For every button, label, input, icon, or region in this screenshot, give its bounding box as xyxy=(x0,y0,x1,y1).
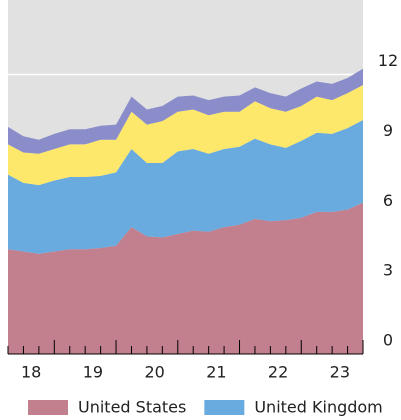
areas xyxy=(8,68,363,354)
legend-swatch xyxy=(28,400,68,415)
area xyxy=(8,119,363,254)
y-tick-label: 3 xyxy=(383,261,393,280)
legend-swatch xyxy=(204,400,245,415)
y-tick-label: 6 xyxy=(383,191,393,210)
legend-label: United States xyxy=(78,398,186,417)
x-tick-label: 18 xyxy=(21,363,41,382)
x-tick-label: 19 xyxy=(83,363,103,382)
y-tick-label: 9 xyxy=(383,121,393,140)
area xyxy=(8,68,363,154)
axes: 0 3 6 9 12 18 19 20 21 22 23 United States United Ki… xyxy=(7,51,398,417)
area xyxy=(8,202,363,354)
legend-label: United Kingdom xyxy=(254,398,382,417)
x-tick-label: 21 xyxy=(206,363,226,382)
y-tick-label: 0 xyxy=(383,331,393,350)
area xyxy=(8,85,363,186)
x-tick-label: 23 xyxy=(330,363,350,382)
x-tick-label: 22 xyxy=(268,363,288,382)
y-tick-label: 12 xyxy=(378,51,398,70)
x-tick-label: 20 xyxy=(144,363,164,382)
